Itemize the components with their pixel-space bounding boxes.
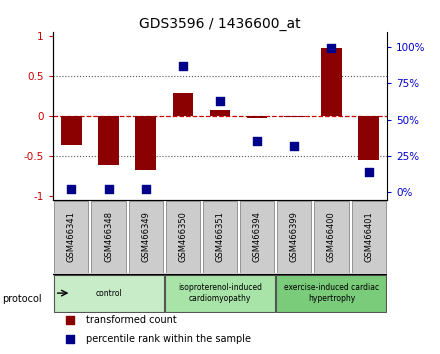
- Point: [291, 143, 298, 149]
- Text: GSM466351: GSM466351: [216, 211, 224, 262]
- Point: [328, 45, 335, 51]
- Bar: [284, 116, 304, 118]
- FancyBboxPatch shape: [203, 201, 237, 273]
- FancyBboxPatch shape: [54, 275, 164, 312]
- Text: GSM466400: GSM466400: [327, 211, 336, 262]
- FancyBboxPatch shape: [314, 201, 348, 273]
- Point: [142, 187, 149, 192]
- Text: GSM466399: GSM466399: [290, 211, 299, 262]
- Bar: [98, 116, 119, 165]
- FancyBboxPatch shape: [276, 275, 386, 312]
- Bar: [210, 110, 230, 116]
- Text: GSM466401: GSM466401: [364, 211, 373, 262]
- Text: GSM466350: GSM466350: [178, 211, 187, 262]
- Bar: [359, 116, 379, 160]
- FancyBboxPatch shape: [240, 201, 274, 273]
- Bar: [321, 48, 342, 116]
- Point: [105, 187, 112, 192]
- Bar: [172, 93, 193, 116]
- Bar: [61, 116, 81, 145]
- Text: protocol: protocol: [2, 294, 42, 304]
- Text: GSM466349: GSM466349: [141, 211, 150, 262]
- FancyBboxPatch shape: [277, 201, 312, 273]
- Point: [216, 98, 224, 103]
- Text: exercise-induced cardiac
hypertrophy: exercise-induced cardiac hypertrophy: [284, 284, 379, 303]
- FancyBboxPatch shape: [165, 275, 275, 312]
- FancyBboxPatch shape: [352, 201, 386, 273]
- Text: GSM466348: GSM466348: [104, 211, 113, 262]
- Point: [66, 318, 73, 323]
- Point: [253, 138, 260, 144]
- FancyBboxPatch shape: [166, 201, 200, 273]
- Text: GSM466341: GSM466341: [67, 211, 76, 262]
- Text: isoproterenol-induced
cardiomyopathy: isoproterenol-induced cardiomyopathy: [178, 284, 262, 303]
- Text: control: control: [95, 289, 122, 298]
- Text: GSM466394: GSM466394: [253, 211, 262, 262]
- Point: [365, 169, 372, 175]
- Point: [68, 187, 75, 192]
- FancyBboxPatch shape: [92, 201, 126, 273]
- FancyBboxPatch shape: [54, 201, 88, 273]
- Point: [66, 337, 73, 342]
- Text: transformed count: transformed count: [86, 315, 177, 325]
- Title: GDS3596 / 1436600_at: GDS3596 / 1436600_at: [139, 17, 301, 31]
- Text: percentile rank within the sample: percentile rank within the sample: [86, 335, 251, 344]
- Point: [180, 63, 187, 69]
- Bar: [247, 116, 268, 118]
- FancyBboxPatch shape: [128, 201, 163, 273]
- Bar: [136, 116, 156, 170]
